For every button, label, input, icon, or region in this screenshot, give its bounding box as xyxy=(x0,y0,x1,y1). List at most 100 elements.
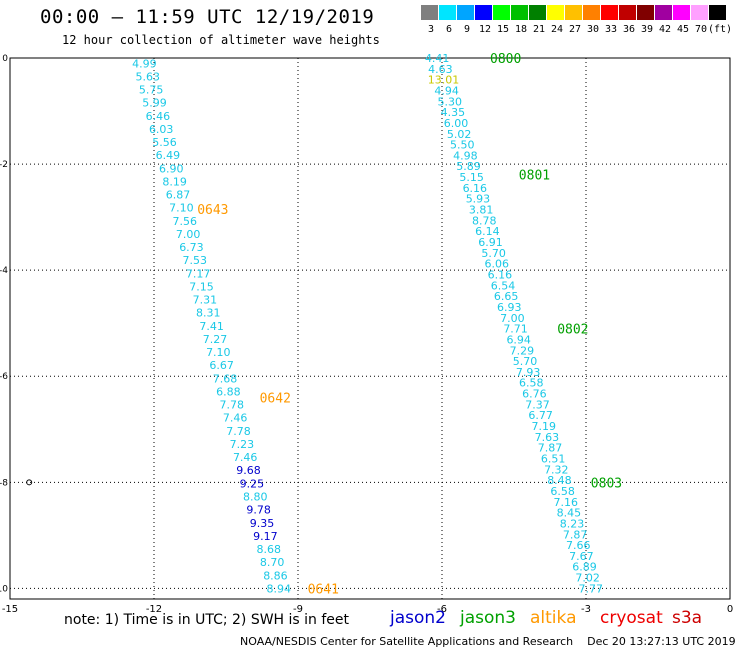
wave-height-value: 7.63 xyxy=(535,431,560,444)
wave-height-value: 6.76 xyxy=(522,388,547,401)
legend-label: 24 xyxy=(550,24,564,35)
legend-swatch xyxy=(475,5,492,20)
legend-label: 3 xyxy=(427,24,435,35)
wave-height-value: 6.91 xyxy=(478,236,503,249)
wave-height-value: 7.93 xyxy=(516,366,541,379)
legend-swatch xyxy=(691,5,708,20)
legend-swatch xyxy=(601,5,618,20)
plot-frame xyxy=(9,57,731,600)
wave-height-value: 6.87 xyxy=(166,189,191,202)
wave-height-value: 7.10 xyxy=(169,202,194,215)
legend-swatch xyxy=(565,5,582,20)
legend-label: 15 xyxy=(496,24,510,35)
wave-height-value: 4.41 xyxy=(425,52,450,65)
wave-height-value: 7.16 xyxy=(553,496,578,509)
credit-line: NOAA/NESDIS Center for Satellite Applica… xyxy=(240,635,736,648)
legend-label: 6 xyxy=(445,24,453,35)
legend-swatch xyxy=(493,5,510,20)
wave-height-value: 5.70 xyxy=(513,355,538,368)
wave-height-value: 4.35 xyxy=(441,106,466,119)
wave-height-value: 5.63 xyxy=(136,70,161,83)
time-label: 0803 xyxy=(591,476,622,491)
wave-height-value: 5.89 xyxy=(456,160,481,173)
legend-label: 45 xyxy=(676,24,690,35)
wave-height-value: 7.56 xyxy=(172,215,197,228)
wave-height-value: 6.03 xyxy=(149,123,174,136)
wave-height-value: 7.41 xyxy=(199,320,224,333)
wave-height-value: 7.53 xyxy=(183,254,208,267)
wave-height-value: 7.46 xyxy=(233,451,258,464)
wave-height-value: 7.00 xyxy=(176,228,201,241)
wave-height-value: 7.32 xyxy=(544,463,569,476)
wave-height-value: 6.49 xyxy=(156,149,181,162)
ring-marker xyxy=(26,479,33,486)
wave-height-value: 4.94 xyxy=(434,84,459,97)
legend-label: 30 xyxy=(586,24,600,35)
legend-swatch xyxy=(439,5,456,20)
wave-height-value: 9.78 xyxy=(246,504,271,517)
time-label: 0801 xyxy=(519,169,550,184)
wave-height-value: 5.99 xyxy=(142,97,167,110)
wave-height-value: 8.31 xyxy=(196,307,221,320)
satellite-label-s3a: s3a xyxy=(672,608,703,628)
wave-height-value: 7.02 xyxy=(575,572,600,585)
wave-height-value: 7.10 xyxy=(206,346,231,359)
wave-height-value: 6.00 xyxy=(444,117,469,130)
legend-label: 21 xyxy=(532,24,546,35)
legend-label: 33 xyxy=(604,24,618,35)
wave-height-value: 7.37 xyxy=(525,398,550,411)
wave-height-value: 6.65 xyxy=(494,290,519,303)
wave-height-value: 6.16 xyxy=(488,268,513,281)
legend-label: 18 xyxy=(514,24,528,35)
wave-height-value: 5.75 xyxy=(139,84,164,97)
wave-height-value: 8.45 xyxy=(557,507,582,520)
wave-height-value: 5.50 xyxy=(450,139,475,152)
wave-height-value: 6.88 xyxy=(216,385,241,398)
legend-label: 39 xyxy=(640,24,654,35)
legend-label: 42 xyxy=(658,24,672,35)
wave-height-value: 8.86 xyxy=(263,569,288,582)
x-tick-label: -3 xyxy=(581,604,591,615)
wave-height-value: 7.68 xyxy=(213,372,238,385)
wave-height-value: 6.06 xyxy=(485,258,510,271)
wave-height-value: 6.14 xyxy=(475,225,500,238)
wave-height-value: 8.68 xyxy=(256,543,281,556)
wave-height-value: 7.15 xyxy=(189,280,214,293)
legend-swatch xyxy=(583,5,600,20)
wave-height-value: 7.23 xyxy=(230,438,255,451)
wave-height-value: 6.90 xyxy=(159,162,184,175)
time-label: 0802 xyxy=(557,323,588,338)
x-tick-label: 0 xyxy=(727,604,733,615)
satellite-label-altika: altika xyxy=(530,608,577,628)
wave-height-value: 7.77 xyxy=(579,582,604,595)
chart-title: 00:00 — 11:59 UTC 12/19/2019 xyxy=(40,6,375,28)
satellite-label-jason2: jason2 xyxy=(390,608,446,628)
wave-height-value: 4.98 xyxy=(453,149,478,162)
wave-height-value: 9.68 xyxy=(236,464,261,477)
y-tick-label: -4 xyxy=(0,266,8,276)
wave-height-value: 6.58 xyxy=(550,485,575,498)
legend-label: 70 xyxy=(694,24,708,35)
time-label: 0642 xyxy=(260,391,291,406)
wave-height-value: 5.15 xyxy=(459,171,484,184)
wave-height-value: 6.16 xyxy=(463,182,488,195)
wave-height-value: 5.30 xyxy=(437,95,462,108)
wave-height-value: 7.87 xyxy=(538,442,563,455)
wave-height-value: 6.93 xyxy=(497,301,522,314)
x-tick-label: -15 xyxy=(2,604,18,615)
wave-height-value: 8.23 xyxy=(560,517,585,530)
wave-height-value: 6.67 xyxy=(209,359,234,372)
x-tick-label: -6 xyxy=(437,604,447,615)
legend-label: 12 xyxy=(478,24,492,35)
footnote-note: note: 1) Time is in UTC; 2) SWH is in fe… xyxy=(64,612,350,628)
wave-height-value: 7.78 xyxy=(220,399,245,412)
wave-height-value: 7.67 xyxy=(569,550,594,563)
wave-height-value: 7.46 xyxy=(223,412,248,425)
legend-swatch xyxy=(421,5,438,20)
y-tick-label: -6 xyxy=(0,372,8,382)
y-tick-label: -8 xyxy=(0,478,8,488)
wave-height-value: 9.35 xyxy=(250,517,275,530)
legend-swatch xyxy=(619,5,636,20)
x-tick-label: -9 xyxy=(293,604,303,615)
legend-swatch xyxy=(547,5,564,20)
